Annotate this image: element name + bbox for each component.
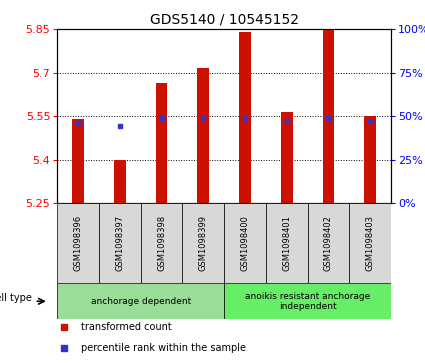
Bar [156, 83, 167, 203]
Text: GSM1098399: GSM1098399 [199, 215, 208, 271]
Bar [72, 119, 84, 203]
Text: GSM1098396: GSM1098396 [74, 215, 83, 271]
Text: GSM1098403: GSM1098403 [366, 215, 375, 271]
Text: GSM1098398: GSM1098398 [157, 215, 166, 271]
Text: GSM1098400: GSM1098400 [241, 215, 249, 271]
Bar [141, 203, 182, 283]
Bar [224, 203, 266, 283]
Bar [308, 203, 349, 283]
Title: GDS5140 / 10545152: GDS5140 / 10545152 [150, 12, 299, 26]
Bar [57, 283, 224, 319]
Bar [198, 68, 209, 203]
Bar [349, 203, 391, 283]
Bar [323, 30, 334, 203]
Text: anchorage dependent: anchorage dependent [91, 297, 191, 306]
Bar [266, 203, 308, 283]
Bar [281, 112, 292, 203]
Bar [224, 283, 391, 319]
Bar [114, 160, 126, 203]
Text: percentile rank within the sample: percentile rank within the sample [81, 343, 246, 354]
Text: anoikis resistant anchorage
independent: anoikis resistant anchorage independent [245, 291, 370, 311]
Text: cell type: cell type [0, 293, 31, 303]
Text: GSM1098401: GSM1098401 [282, 215, 291, 271]
Bar [239, 32, 251, 203]
Text: GSM1098402: GSM1098402 [324, 215, 333, 271]
Bar [364, 116, 376, 203]
Bar [99, 203, 141, 283]
Text: GSM1098397: GSM1098397 [116, 215, 125, 271]
Text: transformed count: transformed count [81, 322, 171, 332]
Bar [182, 203, 224, 283]
Bar [57, 203, 99, 283]
